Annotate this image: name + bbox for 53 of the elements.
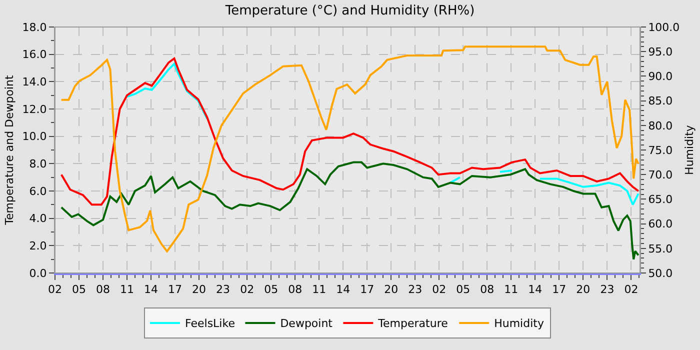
x-tick-label: 11 — [504, 283, 518, 296]
y-axis-title: Temperature and Dewpoint — [2, 74, 16, 226]
y2-tick-label: 85.0 — [648, 94, 673, 108]
x-tick-label: 14 — [336, 283, 350, 296]
x-tick-label: 20 — [192, 283, 206, 296]
x-tick-label: 08 — [480, 283, 494, 296]
x-tick-label: 23 — [600, 283, 614, 296]
y2-tick-label: 95.0 — [648, 45, 673, 58]
y-tick-label: 14.0 — [22, 76, 47, 89]
x-tick-label: 14 — [528, 283, 542, 296]
y-tick-label: 10.0 — [22, 130, 47, 144]
y2-tick-label: 80.0 — [648, 119, 673, 132]
y2-tick-label: 75.0 — [648, 144, 673, 157]
y-tick-label: 16.0 — [22, 48, 47, 62]
x-tick-label: 05 — [264, 283, 278, 296]
y-tick-label: 12.0 — [22, 102, 47, 116]
x-tick-label: 14 — [144, 283, 158, 296]
x-tick-label: 08 — [96, 283, 110, 296]
y-tick-label: 18.0 — [22, 20, 47, 34]
y2-axis-title: Humidity — [682, 124, 696, 175]
x-tick-label: 20 — [576, 283, 590, 296]
y-tick-label: 8.0 — [29, 158, 47, 171]
legend-label: Humidity — [494, 317, 544, 330]
x-tick-label: 05 — [72, 283, 86, 296]
x-tick-label: 02 — [624, 283, 638, 296]
y2-tick-label: 90.0 — [648, 70, 673, 84]
x-tick-label: 17 — [360, 283, 374, 296]
y2-tick-label: 50.0 — [648, 266, 673, 280]
x-tick-label: 17 — [552, 283, 566, 296]
y-tick-label: 6.0 — [29, 184, 47, 198]
legend-label: Temperature — [377, 317, 448, 330]
legend-label: Dewpoint — [280, 317, 334, 330]
chart-title: Temperature (°C) and Humidity (RH%) — [224, 3, 475, 18]
y-tick-label: 0.0 — [29, 266, 47, 280]
x-tick-label: 02 — [48, 283, 62, 296]
x-tick-label: 23 — [408, 283, 422, 296]
y-tick-label: 4.0 — [29, 212, 47, 226]
x-tick-label: 02 — [432, 283, 446, 296]
y2-tick-label: 55.0 — [648, 242, 673, 256]
legend-label: FeelsLike — [185, 317, 236, 330]
y2-tick-label: 60.0 — [648, 218, 673, 231]
y2-tick-label: 70.0 — [648, 168, 673, 182]
x-tick-label: 02 — [240, 283, 254, 296]
y2-tick-label: 65.0 — [648, 193, 673, 206]
y2-tick-label: 100.0 — [648, 20, 680, 34]
y-tick-label: 2.0 — [29, 240, 47, 253]
x-tick-label: 11 — [120, 283, 134, 296]
x-tick-label: 08 — [288, 283, 302, 296]
x-tick-label: 17 — [168, 283, 182, 296]
x-tick-label: 23 — [216, 283, 230, 296]
x-tick-label: 11 — [312, 283, 326, 296]
x-tick-label: 05 — [456, 283, 470, 296]
x-tick-label: 20 — [384, 283, 398, 296]
